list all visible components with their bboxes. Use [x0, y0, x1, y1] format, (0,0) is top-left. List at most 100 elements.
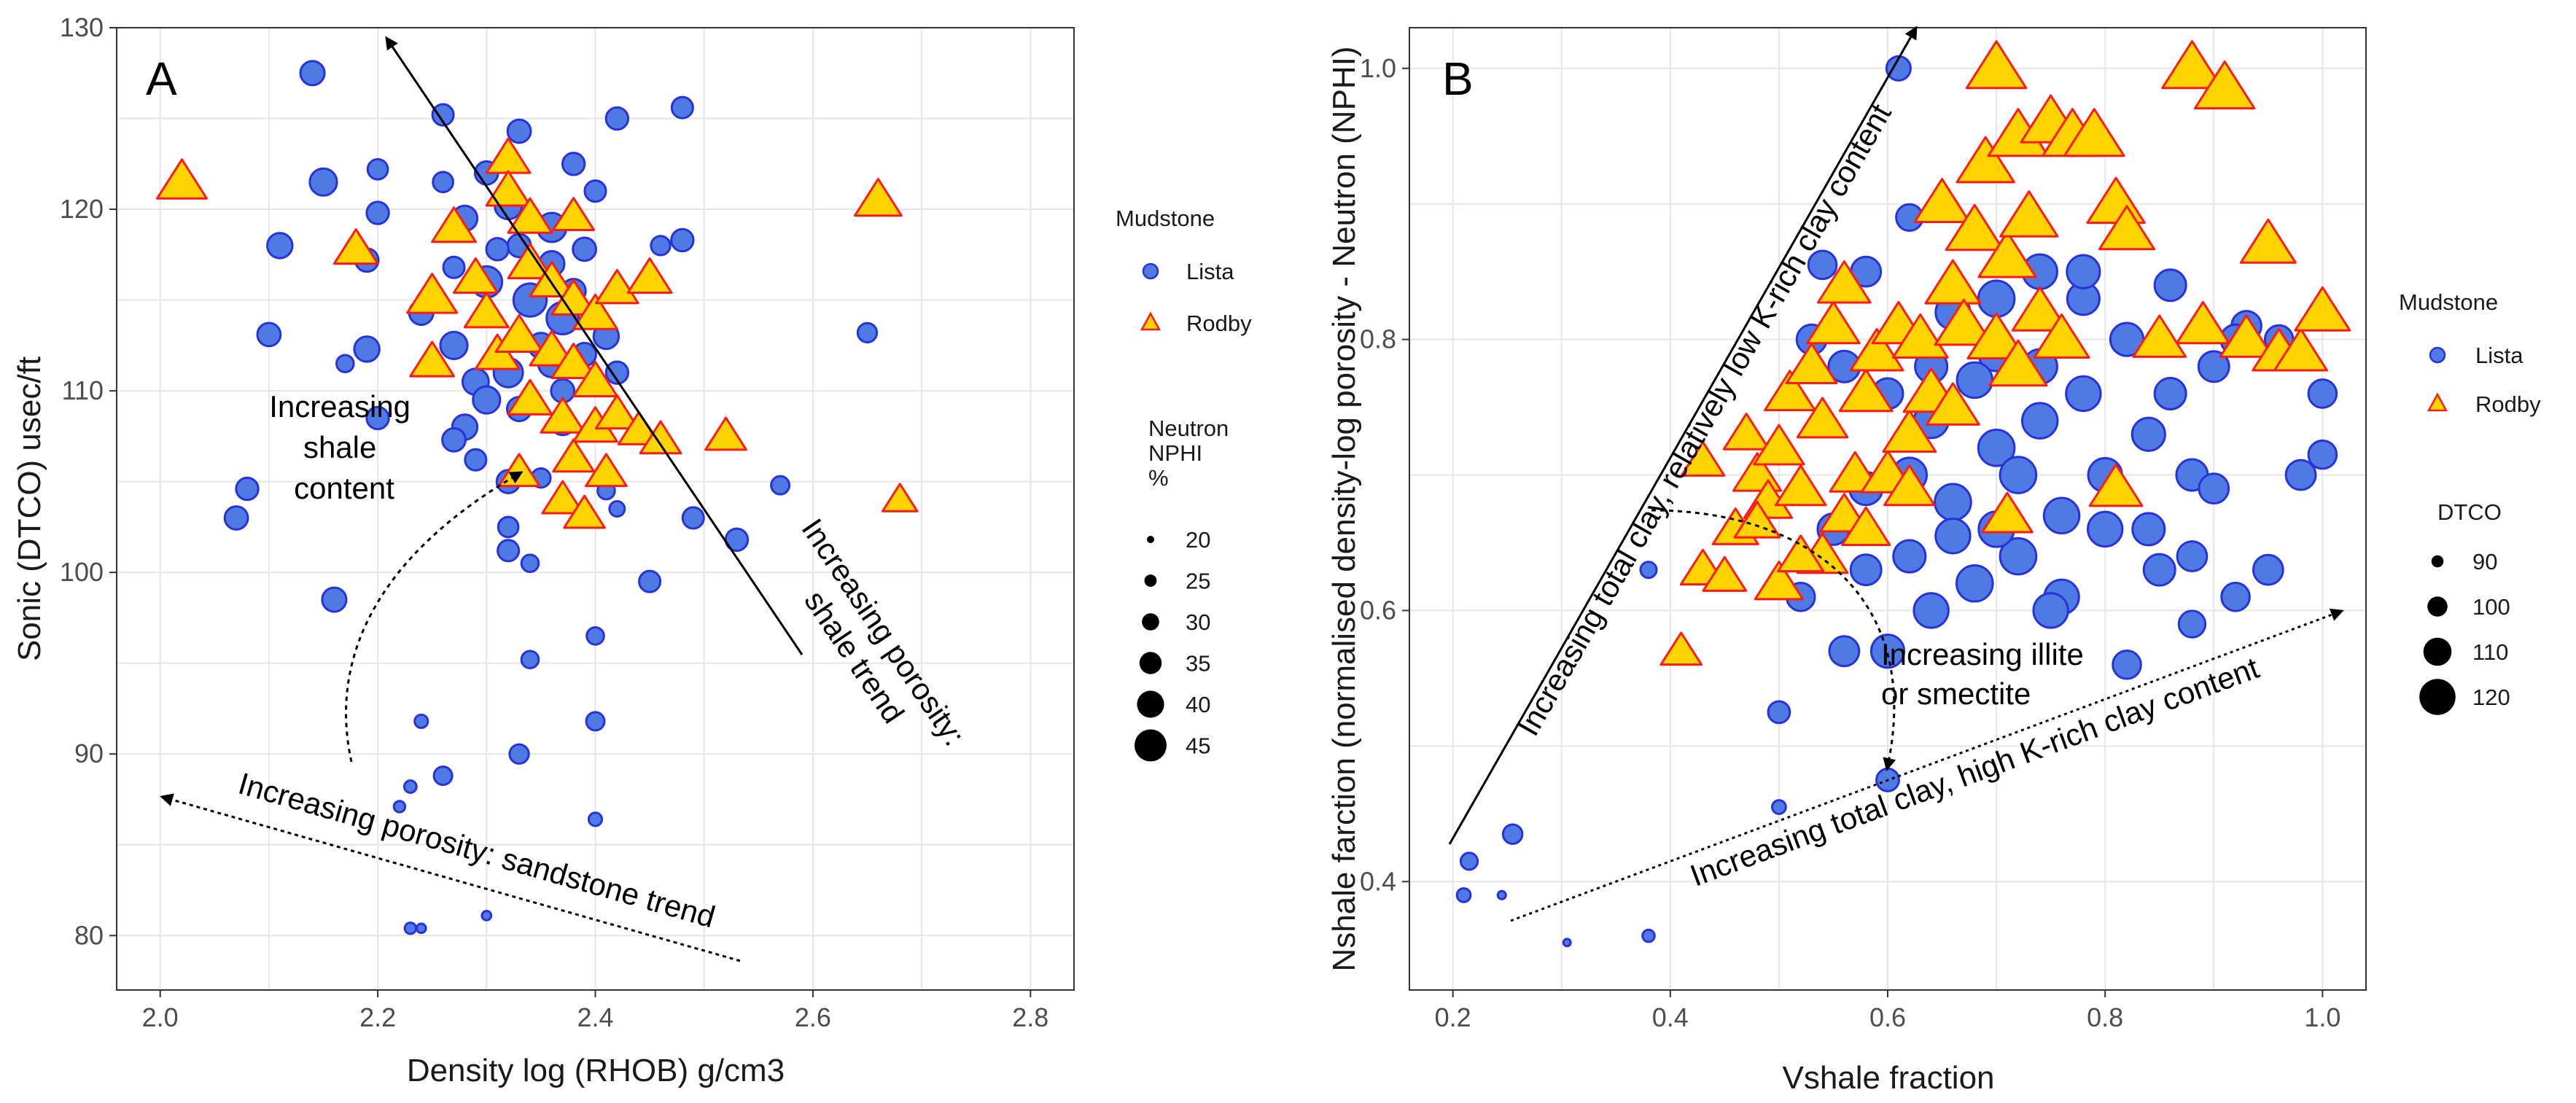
panel-a-size-legend-title: Neutron NPHI % — [1148, 416, 1235, 491]
panel-b-lista-point — [2153, 376, 2187, 410]
panel-b-lista-point — [1455, 886, 1472, 903]
panel-a-lista-point — [308, 167, 338, 197]
panel-b-lista-point — [1562, 938, 1572, 948]
panel-b-rodby-point — [1785, 343, 1838, 384]
panel-b-size-legend-key — [2431, 555, 2444, 568]
panel-b-size-legend-key — [2419, 679, 2456, 715]
panel-a-rodby-point — [409, 340, 456, 378]
panel-b-size-legend-label: 100 — [2472, 594, 2510, 620]
panel-b-rodby-point — [1913, 177, 1971, 224]
panel-a-rodby-point — [594, 268, 639, 305]
panel-a-size-legend-label: 20 — [1186, 527, 1210, 553]
panel-a-size-legend-label: 45 — [1186, 733, 1210, 759]
panel-a-lista-point — [472, 385, 502, 415]
panel-a-color-legend-title: Mudstone — [1116, 206, 1215, 231]
panel-a-y-tick-label: 80 — [74, 920, 104, 950]
panel-b-rodby-point — [1956, 136, 2015, 184]
panel-b-rodby-point — [1806, 300, 1861, 345]
panel-a-lista-point — [604, 106, 630, 131]
panel-b-rodby-point — [1945, 203, 2004, 252]
panel-a-lista-point — [681, 506, 705, 530]
panel-a-lista-point — [608, 500, 626, 518]
panel-b-rodby-point — [1702, 556, 1748, 592]
panel-a-rodby-point — [485, 170, 532, 207]
panel-a-size-legend-key — [1135, 729, 1167, 762]
panel-b-rodby-point — [2273, 327, 2328, 372]
panel-b-label: B — [1442, 52, 1474, 105]
panel-a-rodby-point — [507, 378, 553, 416]
panel-b-rodby-point — [1988, 339, 2048, 387]
panel-b-color-legend-title: Mudstone — [2399, 289, 2498, 315]
panel-a-lista-point — [604, 360, 630, 385]
panel-a-lista-point — [585, 711, 606, 732]
panel-a-lista-point — [432, 171, 454, 194]
panel-a-size-legend-label: 35 — [1186, 651, 1210, 677]
panel-b-ticks: 0.2 0.4 0.6 0.8 1.0 0.4 0.6 0.8 1.0 — [1360, 53, 2340, 1032]
panel-b-lista-point — [2131, 416, 2166, 452]
panel-a-lista-point — [508, 743, 530, 765]
panel-a-legend-rodby: Rodby — [1186, 311, 1252, 336]
panel-b-y-tick-label: 1.0 — [1360, 53, 1396, 83]
panel-b-rodby-point — [1659, 631, 1703, 666]
panel-b-lista-point — [1459, 851, 1479, 871]
shale-content-label: Increasing shale content — [269, 389, 419, 505]
panel-b-y-axis-title: Nshale farction (normalised density-log … — [1326, 46, 1362, 971]
panel-b-lista-point — [1828, 635, 1861, 668]
panel-b-lista-point — [1912, 592, 1950, 629]
panel-a-rodby-point — [431, 206, 477, 243]
panel-b-size-legend-key — [2427, 596, 2448, 617]
panel-a-x-axis-title: Density log (RHOB) g/cm3 — [407, 1053, 785, 1088]
panel-b-size-legend-label: 120 — [2472, 685, 2510, 710]
panel-a-rodby-point — [332, 228, 379, 265]
panel-a-lista-point — [650, 235, 672, 257]
panel-b-rodby-point — [1764, 370, 1816, 412]
panel-a-lista-point — [392, 800, 407, 814]
panel-a-lista-point — [256, 321, 282, 348]
shale-content-line-3: content — [294, 471, 394, 505]
panel-b-lista-point — [2176, 540, 2209, 572]
panel-a-y-tick-label: 110 — [62, 375, 104, 405]
panel-b-rodby-point — [1754, 560, 1805, 601]
panel-a-size-legend-label: 25 — [1186, 569, 1210, 594]
panel-a-x-tick-label: 2.2 — [359, 1002, 396, 1032]
panel-b-rodby-point — [2063, 108, 2125, 157]
panel-b-lista-point — [1956, 361, 1994, 400]
panel-a-lista-point — [223, 505, 249, 531]
panel-a-rodby-point — [585, 453, 628, 488]
panel-a-x-tick-label: 2.6 — [795, 1002, 831, 1032]
panel-a-rodby-point — [541, 480, 585, 515]
panel-a-rodby-point — [540, 397, 586, 434]
panel-a-rodby-point — [572, 293, 618, 330]
panel-b-rodby-point — [1882, 409, 1937, 453]
panel-b-rodby-point — [1849, 327, 1904, 372]
panel-b-lista-point — [2065, 375, 2102, 413]
panel-b-lista-point — [2086, 510, 2124, 548]
panel-b-lista-point — [1999, 537, 2038, 576]
panel-a-lista-point — [497, 539, 521, 563]
panel-b-lista-point — [2142, 553, 2176, 587]
panel-a-size-title-line-2: NPHI — [1148, 440, 1202, 466]
panel-a-size-title-line-1: Neutron — [1148, 416, 1229, 441]
panel-b-rodby-point — [2132, 314, 2187, 358]
illite-arrow — [1651, 509, 1896, 771]
panel-b-lista-point — [1501, 823, 1524, 845]
panel-a-lista-point — [432, 765, 454, 787]
panel-b-legend-rodby: Rodby — [2475, 391, 2541, 417]
panel-a-lista-point — [520, 650, 540, 670]
panel-b-y-tick-label: 0.4 — [1360, 866, 1396, 896]
panel-a-lista-point — [670, 227, 695, 253]
shale-content-arrow — [345, 471, 524, 763]
panel-a-rodby-point — [463, 292, 510, 329]
panel-a-rodby-point — [881, 483, 919, 512]
panel-b-lista-point — [2198, 472, 2230, 505]
panel-b-lista-point — [1639, 561, 1658, 580]
panel-b-rodby-point — [1680, 440, 1726, 477]
panel-a-lista-point — [670, 96, 694, 120]
panel-a-size-legend-label: 30 — [1186, 609, 1210, 635]
panel-b-rodby-point — [1774, 464, 1827, 507]
panel-a-legend-rodby-key — [1140, 311, 1161, 331]
panel-b-rodby-point — [2239, 218, 2297, 264]
panel-a-x-tick-label: 2.8 — [1012, 1002, 1048, 1032]
panel-b-x-tick-label: 1.0 — [2304, 1002, 2340, 1032]
panel-a-lista-point — [485, 237, 510, 262]
